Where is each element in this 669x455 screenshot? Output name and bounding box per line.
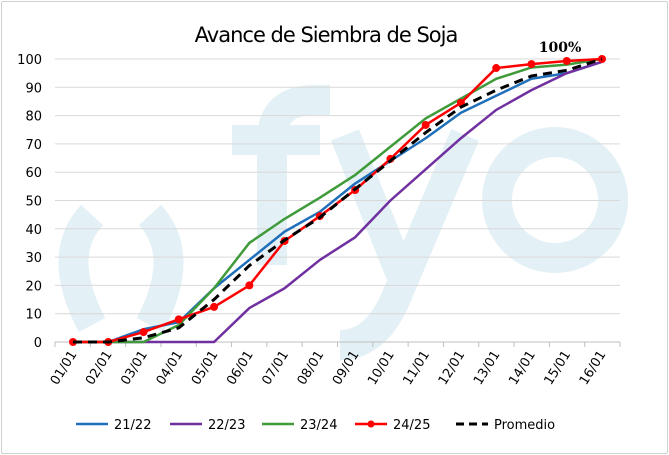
y-tick-label: 10: [25, 308, 42, 323]
legend-label: Promedio: [494, 418, 555, 433]
watermark-paren-right: [136, 204, 184, 333]
data-point-24/25: [421, 120, 430, 129]
series-line-23/24: [73, 57, 603, 344]
x-tick-label: 05/01: [189, 348, 222, 388]
y-tick-label: 100: [17, 53, 42, 68]
y-tick-label: 0: [34, 336, 42, 351]
legend-label: 24/25: [393, 418, 430, 433]
x-tick-label: 09/01: [330, 348, 363, 388]
y-tick-label: 30: [25, 251, 42, 266]
series-line-22/23: [73, 60, 603, 344]
x-tick-label: 16/01: [577, 348, 610, 388]
x-tick-label: 10/01: [365, 348, 398, 388]
x-tick-label: 11/01: [400, 348, 433, 388]
y-tick-label: 70: [25, 138, 42, 153]
x-tick-label: 03/01: [118, 348, 151, 388]
chart-title: Avance de Siembra de Soja: [195, 23, 458, 47]
watermark-y-left: [331, 129, 419, 291]
x-tick-label: 04/01: [154, 348, 187, 388]
x-tick-label: 07/01: [259, 348, 292, 388]
series-line-24/25: [73, 57, 603, 344]
x-tick-label: 12/01: [436, 348, 469, 388]
legend-marker: [367, 420, 375, 428]
y-tick-label: 60: [25, 166, 42, 181]
data-point-24/25: [527, 60, 536, 69]
watermark-logo: [58, 85, 628, 360]
y-tick-label: 80: [25, 110, 42, 125]
legend-label: 21/22: [114, 418, 151, 433]
y-tick-label: 90: [25, 81, 42, 96]
y-tick-label: 20: [25, 279, 42, 294]
data-point-24/25: [562, 56, 571, 65]
data-point-24/25: [492, 64, 501, 73]
x-tick-label: 14/01: [506, 348, 539, 388]
legend-label: 22/23: [208, 418, 245, 433]
y-tick-label: 40: [25, 223, 42, 238]
x-tick-label: 06/01: [224, 348, 257, 388]
x-tick-label: 15/01: [542, 348, 575, 388]
watermark-y-right: [338, 129, 479, 360]
x-tick-label: 13/01: [471, 348, 504, 388]
watermark-paren-left: [58, 204, 106, 333]
data-point-24/25: [139, 328, 148, 337]
x-tick-label: 02/01: [83, 348, 116, 388]
data-point-24/25: [210, 302, 219, 311]
legend-label: 23/24: [300, 418, 337, 433]
x-tick-label: 01/01: [48, 348, 81, 388]
x-tick-label: 08/01: [295, 348, 328, 388]
y-tick-label: 50: [25, 195, 42, 210]
data-point-24/25: [174, 315, 183, 324]
data-point-24/25: [245, 281, 254, 290]
annotation-100: 100%: [539, 40, 582, 56]
